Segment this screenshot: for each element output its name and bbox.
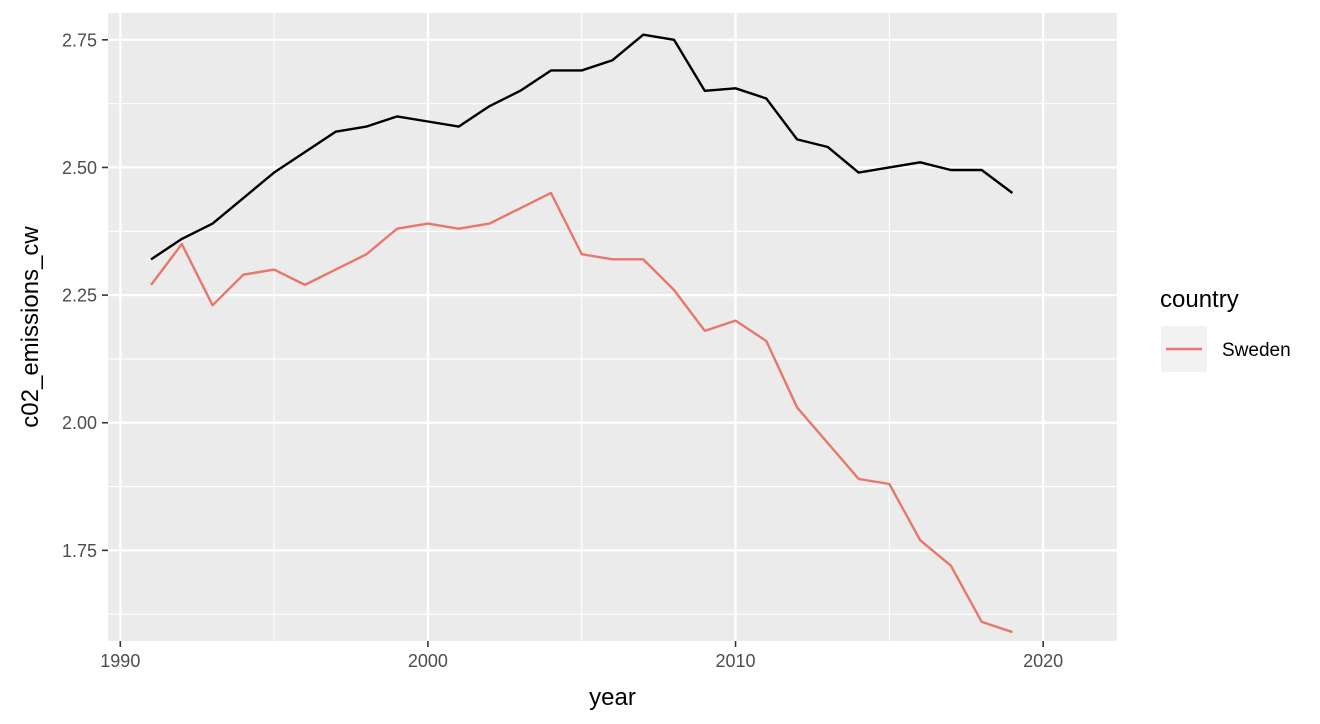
plot-panel [108, 13, 1117, 641]
series-line-1 [150, 33, 1014, 261]
x-tick-label: 1990 [100, 651, 140, 671]
y-tick-label: 2.25 [62, 286, 97, 306]
series-lines [150, 33, 1014, 634]
y-axis-title: c02_emissions_cw [17, 226, 44, 428]
y-axis: 1.75 2.00 2.25 2.50 2.75 [62, 30, 108, 561]
y-tick-label: 2.50 [62, 158, 97, 178]
x-tick-label: 2000 [408, 651, 448, 671]
x-tick-label: 2020 [1023, 651, 1063, 671]
y-tick-label: 2.75 [62, 30, 97, 50]
legend-label-sweden: Sweden [1222, 340, 1291, 361]
major-gridlines [108, 13, 1117, 641]
legend-title: country [1160, 286, 1239, 313]
x-axis-title: year [589, 684, 636, 711]
minor-gridlines [108, 13, 1117, 641]
x-tick-label: 2010 [716, 651, 756, 671]
y-tick-label: 1.75 [62, 541, 97, 561]
y-tick-label: 2.00 [62, 413, 97, 433]
x-axis: 1990 2000 2010 2020 [100, 641, 1063, 671]
series-line-sweden [150, 191, 1013, 634]
legend: country Sweden [1160, 286, 1291, 372]
